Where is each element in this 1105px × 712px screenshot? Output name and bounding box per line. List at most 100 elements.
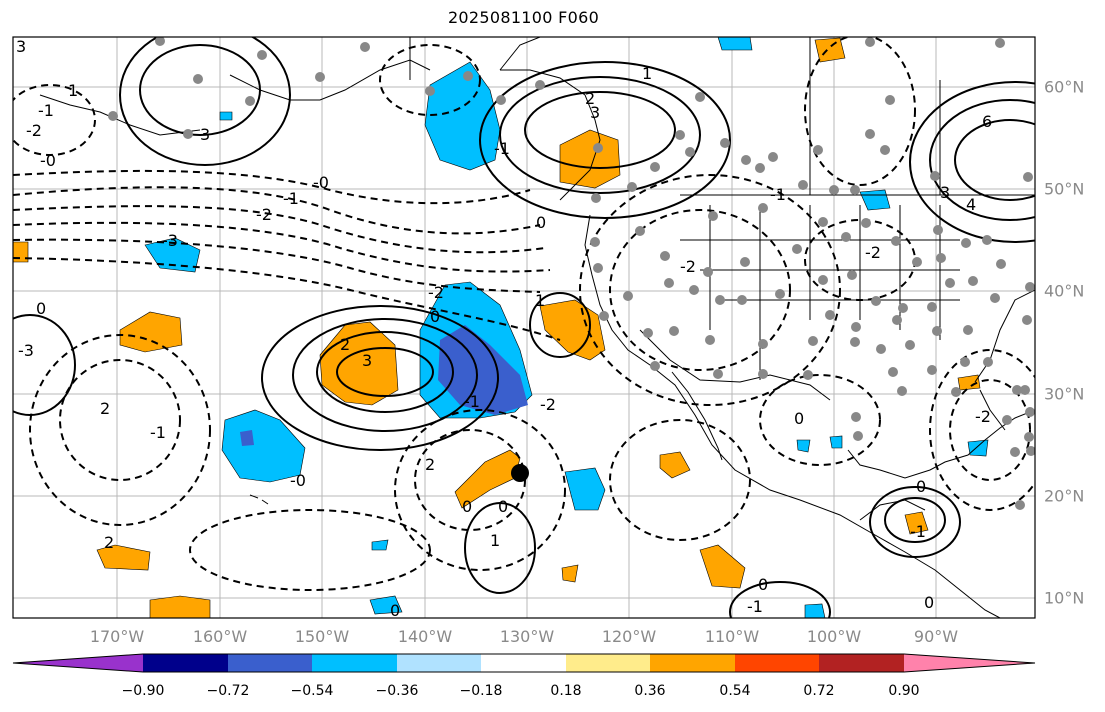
map-title: 2025081100 F060 [447, 8, 600, 27]
orange-anomaly [13, 241, 29, 263]
lightblue-anomaly [369, 595, 403, 615]
lightblue-anomaly [967, 439, 989, 457]
colorbar-segment [228, 654, 312, 672]
orange-anomaly [96, 544, 151, 571]
orange-anomaly [957, 374, 981, 391]
lon-label: 170°W [89, 627, 145, 646]
contour-label: -3 [18, 341, 34, 360]
colorbar-segment [143, 654, 228, 672]
colorbar-segment [904, 654, 1035, 672]
contours-negative [13, 37, 1035, 591]
blue-anomaly [438, 325, 528, 415]
contour-label: 1 [535, 291, 545, 310]
colorbar-tick-label: 0.72 [803, 683, 835, 699]
contour-label: -2 [428, 283, 444, 302]
station-dots [108, 37, 1035, 510]
colorbar-segment [481, 654, 566, 672]
contour-label: 1 [68, 81, 78, 100]
contour-label: -1 [910, 522, 926, 541]
colorbar-segment [819, 654, 904, 672]
anomaly-fills [13, 37, 989, 618]
contour-label: 2 [340, 335, 350, 354]
lat-label: 20°N [1044, 486, 1085, 506]
contour-label: -1 [747, 597, 763, 616]
colorbar-tick-label: 0.36 [634, 683, 666, 699]
coastlines [39, 37, 1035, 618]
contour-label: -1 [770, 185, 786, 204]
contour-label: 2 [104, 533, 114, 552]
colorbar [12, 653, 1036, 673]
colorbar-tick-label: −0.36 [375, 683, 419, 699]
lightblue-anomaly [829, 435, 843, 449]
colorbar-segment [13, 654, 143, 672]
contour-label: 4 [966, 195, 976, 214]
contour-label: 2 [425, 455, 435, 474]
map-frame [12, 36, 1036, 619]
colorbar-segments [12, 653, 1036, 673]
lightblue-anomaly [796, 439, 811, 453]
contour-label: -1 [150, 423, 166, 442]
lon-label: 140°W [397, 627, 453, 646]
contour-label: 2 [100, 399, 110, 418]
contour-label: 0 [758, 575, 768, 594]
lat-label: 40°N [1044, 281, 1085, 301]
lon-label: 150°W [294, 627, 350, 646]
lon-label: 130°W [499, 627, 555, 646]
lightblue-anomaly [564, 467, 606, 511]
orange-anomaly [559, 129, 621, 189]
contour-label: -0 [313, 173, 329, 192]
orange-anomaly [149, 595, 211, 618]
colorbar-segment [650, 654, 735, 672]
lat-label: 60°N [1044, 77, 1085, 97]
lightblue-anomaly [221, 409, 306, 483]
contour-label: -2 [26, 121, 42, 140]
colorbar-segment [566, 654, 650, 672]
contour-label: 0 [430, 307, 440, 326]
colorbar-outline [12, 653, 1036, 673]
contour-label: -1 [494, 139, 510, 158]
lon-label: 90°W [913, 627, 959, 646]
contour-label: 1 [490, 531, 500, 550]
contour-label: 3 [200, 125, 210, 144]
lon-label: 110°W [704, 627, 760, 646]
contours-positive [13, 37, 1035, 618]
contour-label: -2 [540, 395, 556, 414]
orange-anomaly [561, 564, 579, 583]
colorbar-tick-label: −0.18 [459, 683, 503, 699]
contour-label: 0 [924, 593, 934, 612]
contour-label: 3 [940, 183, 950, 202]
orange-anomaly [119, 311, 183, 353]
colorbar-tick-label: 0.18 [550, 683, 582, 699]
contour-label: -1 [38, 101, 54, 120]
contour-labels: 3 1 -1 -2 -0 -0 -1 -2 3 -3 0 -1 -3 2 2 3… [16, 37, 992, 620]
colorbar-tick-label: 0.90 [888, 683, 920, 699]
colorbar-segment [397, 654, 481, 672]
contour-label: -2 [256, 205, 272, 224]
lat-label: 10°N [1044, 588, 1085, 608]
contour-label: 3 [16, 37, 26, 56]
colorbar-tick-label: −0.90 [121, 683, 165, 699]
contour-label: 2 [585, 89, 595, 108]
colorbar-tick-label: 0.54 [719, 683, 751, 699]
lightblue-anomaly [859, 189, 891, 211]
contour-label: 0 [916, 477, 926, 496]
lightblue-anomaly [717, 37, 753, 51]
lon-label: 100°W [806, 627, 862, 646]
lightblue-anomaly [804, 603, 826, 618]
orange-anomaly [814, 37, 846, 63]
contour-label: 6 [982, 112, 992, 131]
contour-label: -2 [680, 257, 696, 276]
contour-label: -2 [865, 243, 881, 262]
contour-label: -3 [162, 231, 178, 250]
contour-label: -1 [464, 392, 480, 411]
blue-anomaly [240, 430, 254, 446]
contour-label: 3 [362, 351, 372, 370]
contour-label: -0 [40, 151, 56, 170]
contour-label: 0 [390, 601, 400, 620]
lon-label: 120°W [601, 627, 657, 646]
contour-label: 0 [36, 299, 46, 318]
orange-anomaly [539, 299, 606, 361]
contour-label: -2 [975, 407, 991, 426]
lightblue-anomaly [219, 111, 233, 121]
